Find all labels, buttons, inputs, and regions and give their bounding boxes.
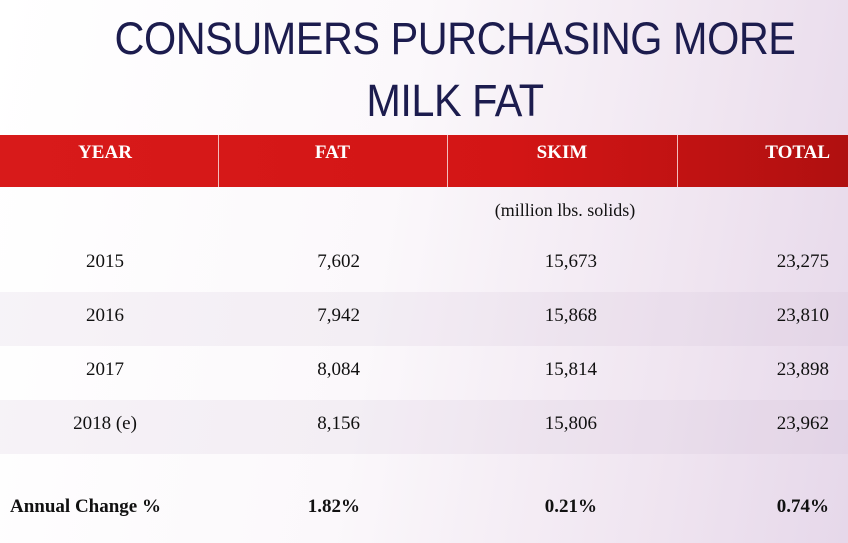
table-cell: 8,084: [317, 359, 360, 380]
slide-title: CONSUMERS PURCHASING MORE MILK FAT: [114, 13, 796, 126]
footer-cell: 0.74%: [776, 496, 829, 517]
table-cell: 15,673: [544, 251, 597, 272]
table-cell: 23,810: [776, 305, 829, 326]
table-cell: 15,868: [544, 305, 597, 326]
table-cell: 23,275: [776, 251, 829, 272]
row-band: [0, 400, 848, 454]
table-cell: 2016: [86, 305, 124, 326]
header-cell: SKIM: [536, 142, 588, 163]
table-cell: 7,942: [317, 305, 360, 326]
footer-cell: 1.82%: [307, 496, 360, 517]
table-cell: 8,156: [317, 413, 360, 434]
unit-note: (million lbs. solids): [494, 200, 636, 220]
table-header: YEAR FAT SKIM TOTAL: [0, 135, 848, 187]
table-cell: 15,814: [544, 359, 597, 380]
header-divider: [677, 135, 678, 187]
table-cell: 2017: [86, 359, 124, 380]
footer-cell: 0.21%: [544, 496, 597, 517]
table-cell: 15,806: [544, 413, 597, 434]
header-divider: [218, 135, 219, 187]
table-cell: 7,602: [317, 251, 360, 272]
table-cell: 2015: [86, 251, 124, 272]
footer-cell: Annual Change %: [10, 496, 161, 517]
header-cell: FAT: [314, 142, 351, 163]
header-cell: TOTAL: [765, 142, 830, 163]
row-band: [0, 292, 848, 346]
header-divider: [447, 135, 448, 187]
table-cell: 2018 (e): [73, 413, 137, 434]
table-cell: 23,962: [776, 413, 829, 434]
table-cell: 23,898: [776, 359, 829, 380]
header-cell: YEAR: [78, 142, 132, 163]
